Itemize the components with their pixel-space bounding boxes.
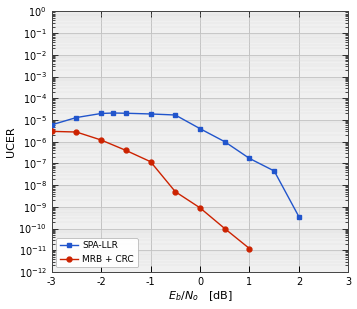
Line: MRB + CRC: MRB + CRC bbox=[49, 129, 252, 251]
SPA-LLR bbox=[74, 116, 79, 119]
SPA-LLR bbox=[111, 111, 116, 115]
MRB + CRC bbox=[124, 149, 128, 152]
SPA-LLR bbox=[99, 112, 103, 115]
SPA-LLR bbox=[50, 123, 54, 127]
MRB + CRC bbox=[223, 227, 227, 231]
MRB + CRC bbox=[149, 160, 153, 163]
MRB + CRC bbox=[198, 206, 202, 210]
MRB + CRC bbox=[173, 190, 177, 193]
MRB + CRC bbox=[50, 129, 54, 133]
MRB + CRC bbox=[247, 247, 252, 250]
MRB + CRC bbox=[74, 130, 79, 134]
X-axis label: $E_b/N_o$   [dB]: $E_b/N_o$ [dB] bbox=[168, 290, 232, 303]
SPA-LLR bbox=[198, 127, 202, 130]
Line: SPA-LLR: SPA-LLR bbox=[49, 111, 301, 219]
Y-axis label: UCER: UCER bbox=[6, 126, 16, 157]
SPA-LLR bbox=[247, 157, 252, 160]
SPA-LLR bbox=[297, 215, 301, 218]
Legend: SPA-LLR, MRB + CRC: SPA-LLR, MRB + CRC bbox=[56, 238, 137, 268]
SPA-LLR bbox=[223, 140, 227, 144]
SPA-LLR bbox=[173, 113, 177, 117]
SPA-LLR bbox=[124, 111, 128, 115]
SPA-LLR bbox=[272, 169, 276, 173]
SPA-LLR bbox=[149, 112, 153, 116]
MRB + CRC bbox=[99, 138, 103, 142]
